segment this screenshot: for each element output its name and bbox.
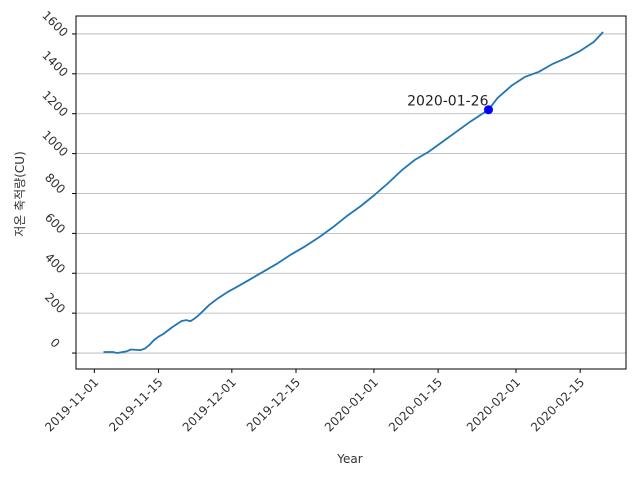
series-layer <box>103 31 604 354</box>
y-axis-label: 저온 축적량(CU) <box>13 151 27 237</box>
series-line <box>103 31 604 354</box>
annotation-marker <box>484 105 493 115</box>
grid-lines <box>76 33 626 354</box>
annotation-label: 2020-01-26 <box>407 94 488 110</box>
plot-frame <box>75 15 627 370</box>
x-axis-label: Year <box>336 452 362 466</box>
annotation-layer: 2020-01-26 <box>407 94 493 115</box>
